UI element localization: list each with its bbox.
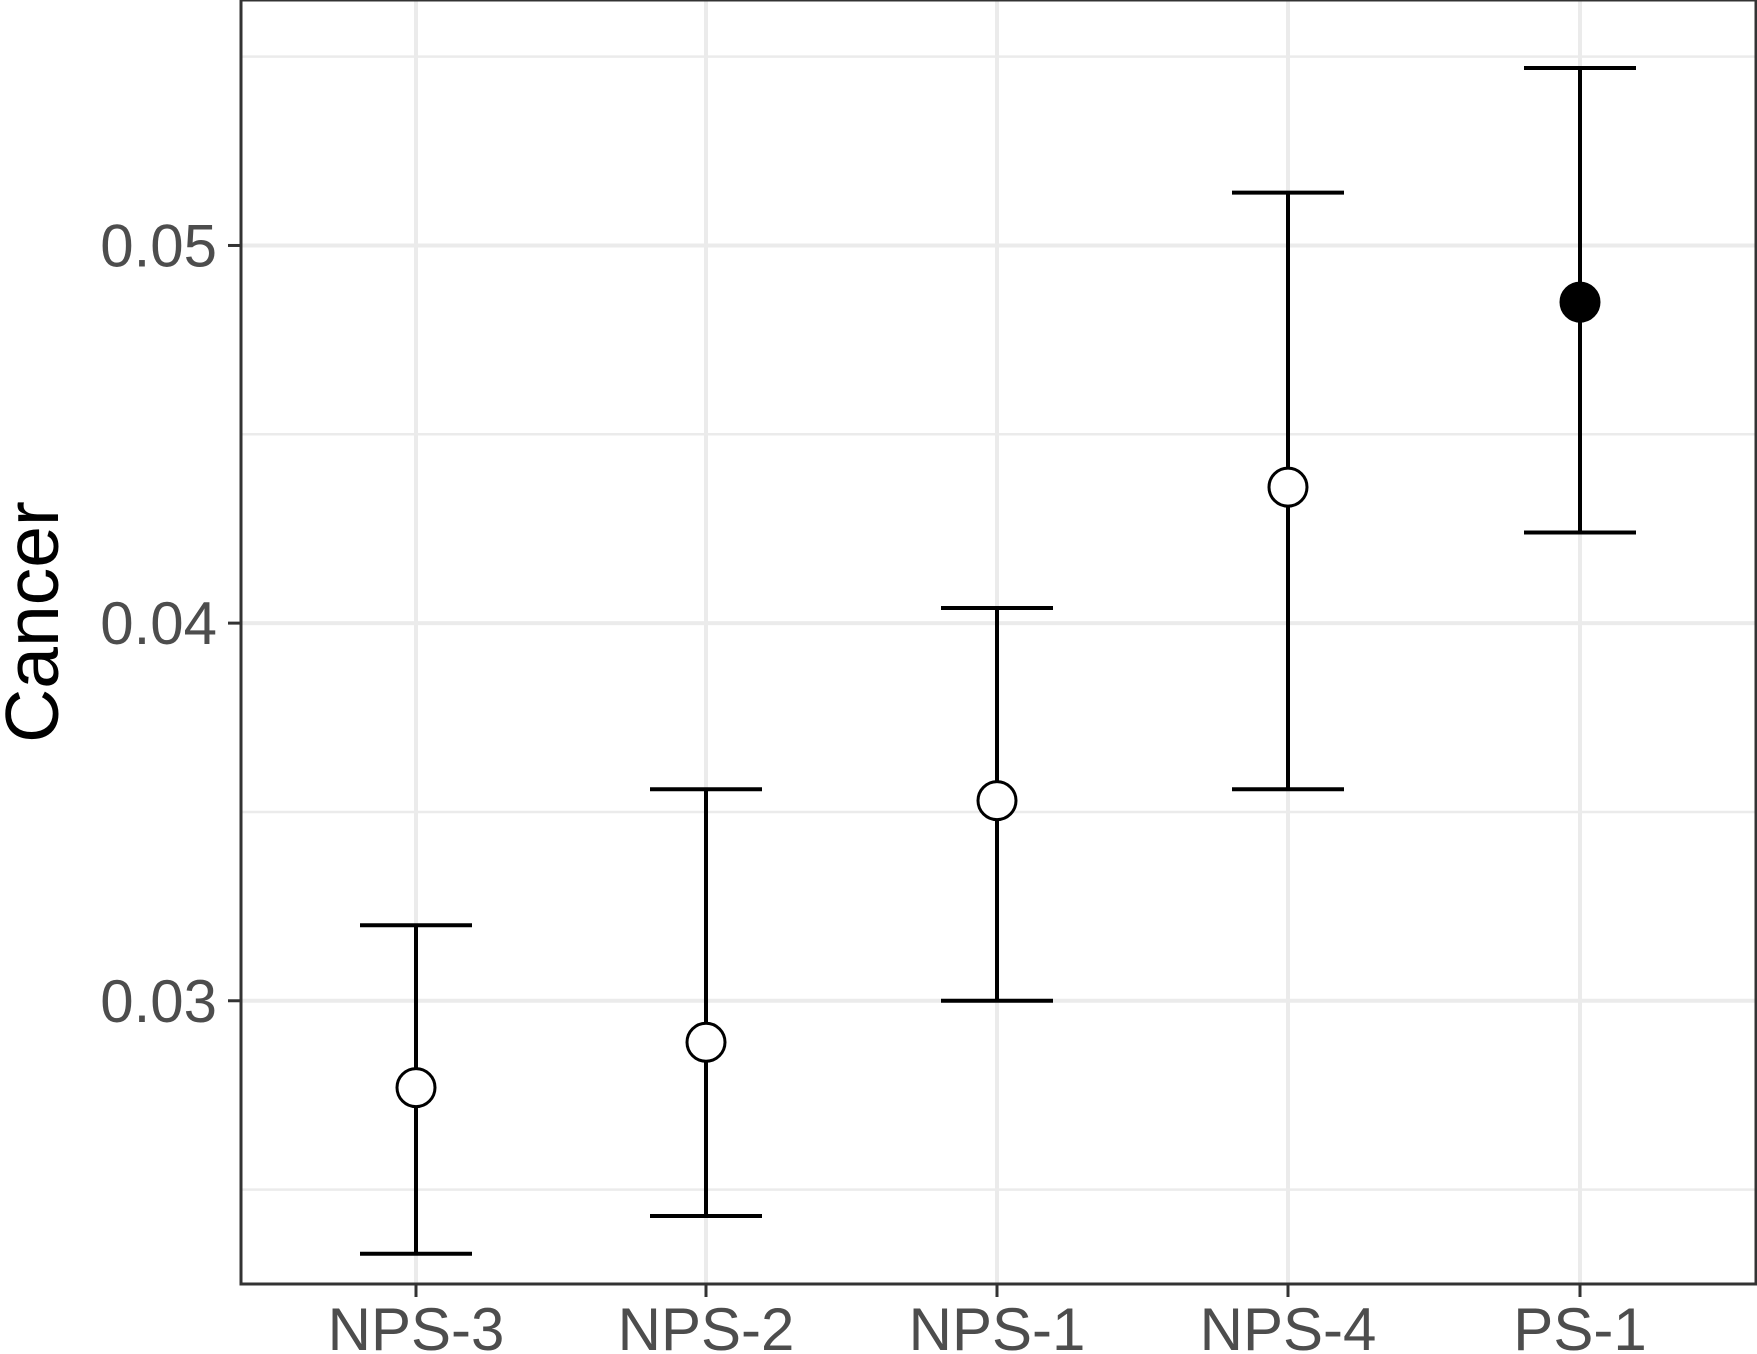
mark-layer [360, 65, 1636, 1256]
y-tick-label: 0.05 [100, 212, 217, 279]
point-estimate-nps-3 [395, 1067, 437, 1109]
point-estimate-nps-1 [976, 780, 1018, 822]
point-estimate-ps-1 [1559, 281, 1601, 323]
x-tick-label: PS-1 [1513, 1296, 1646, 1354]
x-tick-label: NPS-4 [1200, 1296, 1377, 1354]
point-estimate-nps-2 [685, 1021, 727, 1063]
x-tick-label: NPS-3 [328, 1296, 505, 1354]
x-tick-label: NPS-2 [618, 1296, 795, 1354]
y-axis-title: Cancer [0, 501, 74, 743]
axis-layer: 0.03 0.04 0.05 NPS-3 NPS-2 NPS-1 NPS-4 PS-1 [100, 212, 1646, 1354]
y-tick-label: 0.04 [100, 590, 217, 657]
x-tick-label: NPS-1 [909, 1296, 1086, 1354]
point-estimate-nps-4 [1267, 466, 1309, 508]
y-tick-label: 0.03 [100, 968, 217, 1035]
